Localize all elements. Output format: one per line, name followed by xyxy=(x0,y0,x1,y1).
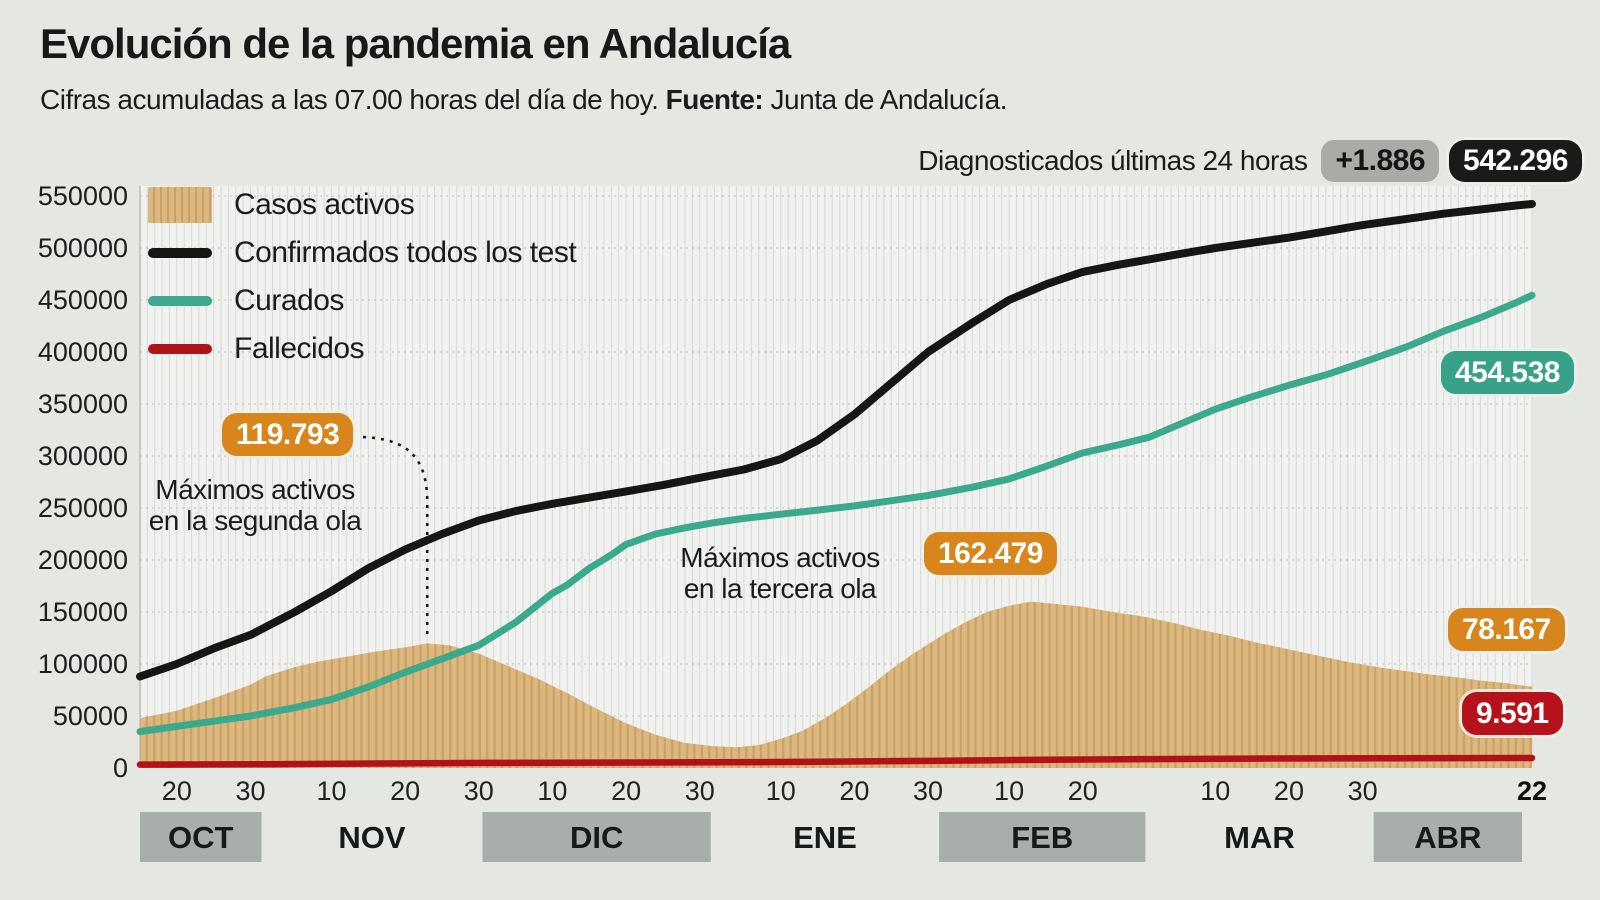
day-tick-label: 10 xyxy=(537,776,567,806)
y-tick-label: 500000 xyxy=(38,233,128,263)
legend-item-active: Casos activos xyxy=(148,186,576,223)
annotation-connector xyxy=(362,435,429,639)
y-tick-label: 250000 xyxy=(38,493,128,523)
deaths-total-badge: 9.591 xyxy=(1462,692,1563,735)
diagnosed-delta-badge: +1.886 xyxy=(1321,140,1440,182)
y-tick-label: 0 xyxy=(113,753,128,783)
cured-line-series xyxy=(136,291,1536,736)
month-label: NOV xyxy=(338,820,406,855)
day-tick-label: 30 xyxy=(1348,776,1378,806)
page-title: Evolución de la pandemia en Andalucía xyxy=(40,20,791,67)
diagnosed-last-24h: Diagnosticados últimas 24 horas +1.886 5… xyxy=(918,136,1582,186)
deaths-line-swatch xyxy=(148,343,212,354)
legend-label: Casos activos xyxy=(234,187,415,221)
day-axis-labels: 20 30 10 20 30 10 20 30 10 20 30 10 20 10 20 30 22 xyxy=(162,776,1547,806)
deaths-line xyxy=(136,754,1536,768)
y-tick-label: 300000 xyxy=(38,441,128,471)
confirmed-line xyxy=(136,200,1536,681)
day-tick-label: 20 xyxy=(839,776,869,806)
third-wave-max-badge: 162.479 xyxy=(924,532,1057,575)
legend-item-confirmed: Confirmados todos los test xyxy=(148,234,577,271)
y-tick-label: 100000 xyxy=(38,649,128,679)
caption-line: Máximos activos xyxy=(680,542,880,573)
day-tick-label: 10 xyxy=(316,776,346,806)
active-total-badge: 78.167 xyxy=(1448,608,1565,651)
y-tick-label: 400000 xyxy=(38,337,128,367)
day-tick-label: 20 xyxy=(390,776,420,806)
diagnosed-label: Diagnosticados últimas 24 horas xyxy=(918,145,1308,176)
month-band xyxy=(140,812,262,862)
month-label: DIC xyxy=(570,820,623,855)
day-tick-label: 20 xyxy=(1274,776,1304,806)
month-band xyxy=(482,812,711,862)
day-tick-label: 20 xyxy=(611,776,641,806)
day-tick-label: 22 xyxy=(1517,776,1547,806)
y-tick-label: 200000 xyxy=(38,545,128,575)
y-axis-labels: 0 50000 100000 150000 200000 250000 300000 3500… xyxy=(38,181,128,783)
month-label: ENE xyxy=(793,820,857,855)
y-tick-label: 450000 xyxy=(38,285,128,315)
month-band xyxy=(1373,812,1522,862)
caption-line: Máximos activos xyxy=(155,474,355,505)
day-tick-label: 30 xyxy=(235,776,265,806)
caption-line: en la segunda ola xyxy=(148,505,362,536)
diagnosed-total-badge: 542.296 xyxy=(1449,140,1582,182)
y-tick-label: 150000 xyxy=(38,597,128,627)
deaths-line-series xyxy=(136,754,1536,768)
cured-line xyxy=(136,291,1536,736)
active-cases-swatch xyxy=(148,186,212,223)
legend-item-deaths: Fallecidos xyxy=(148,330,576,367)
source-value: Junta de Andalucía. xyxy=(770,84,1008,115)
cured-total-badge: 454.538 xyxy=(1441,351,1574,394)
y-tick-label: 350000 xyxy=(38,389,128,419)
third-wave-caption: Máximos activos en la tercera ola xyxy=(650,542,910,604)
legend-item-cured: Curados xyxy=(148,282,576,319)
month-label: OCT xyxy=(168,820,234,855)
y-tick-label: 50000 xyxy=(53,701,128,731)
subtitle-text: Cifras acumuladas a las 07.00 horas del … xyxy=(40,84,659,115)
day-tick-label: 20 xyxy=(1068,776,1098,806)
day-tick-label: 10 xyxy=(994,776,1024,806)
day-tick-label: 10 xyxy=(1200,776,1230,806)
second-wave-max-badge: 119.793 xyxy=(222,413,354,456)
day-tick-label: 30 xyxy=(464,776,494,806)
day-tick-label: 30 xyxy=(913,776,943,806)
caption-line: en la tercera ola xyxy=(683,573,877,604)
subtitle: Cifras acumuladas a las 07.00 horas del … xyxy=(40,84,1008,116)
second-wave-caption: Máximos activos en la segunda ola xyxy=(120,474,390,536)
day-tick-label: 30 xyxy=(685,776,715,806)
cured-line-swatch xyxy=(148,295,212,306)
month-label: FEB xyxy=(1011,820,1073,855)
active-cases-area xyxy=(140,601,1532,768)
month-band xyxy=(939,812,1146,862)
legend-label: Fallecidos xyxy=(234,331,365,365)
month-label: ABR xyxy=(1414,820,1481,855)
legend-label: Curados xyxy=(234,283,344,317)
day-tick-label: 10 xyxy=(766,776,796,806)
y-tick-label: 550000 xyxy=(38,181,128,211)
month-label: MAR xyxy=(1224,820,1295,855)
confirmed-line-series xyxy=(136,200,1536,681)
active-cases-series xyxy=(140,601,1532,768)
source-label: Fuente: xyxy=(665,84,764,115)
month-axis: OCT NOV DIC ENE FEB MAR ABR xyxy=(140,812,1522,862)
second-wave-connector xyxy=(362,435,429,639)
chart-legend: Casos activos Confirmados todos los test… xyxy=(148,186,577,367)
legend-label: Confirmados todos los test xyxy=(234,235,577,269)
confirmed-line-swatch xyxy=(148,247,212,258)
day-tick-label: 20 xyxy=(162,776,192,806)
